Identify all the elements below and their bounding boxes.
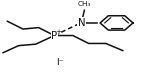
Text: P: P <box>51 31 57 41</box>
Text: N: N <box>78 18 85 28</box>
Text: CH₃: CH₃ <box>78 1 91 7</box>
Text: I⁻: I⁻ <box>56 58 64 67</box>
Text: +: + <box>55 29 61 35</box>
